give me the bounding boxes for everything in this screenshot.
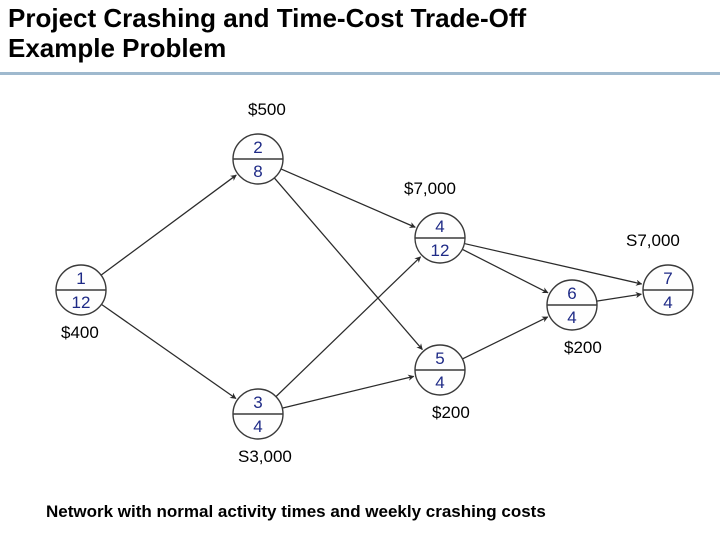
- edge-5-6: [462, 317, 547, 359]
- node-7-cost: S7,000: [626, 231, 680, 250]
- node-5-duration: 4: [435, 373, 444, 392]
- node-4-cost: $7,000: [404, 179, 456, 198]
- node-2-duration: 8: [253, 162, 262, 181]
- node-7-duration: 4: [663, 293, 672, 312]
- node-6-activity: 6: [567, 284, 576, 303]
- node-6-cost: $200: [564, 338, 602, 357]
- node-5-cost: $200: [432, 403, 470, 422]
- node-5-activity: 5: [435, 349, 444, 368]
- node-2-cost: $500: [248, 100, 286, 119]
- node-1-duration: 12: [72, 293, 91, 312]
- node-5: 5 4 $200: [415, 345, 470, 422]
- node-6: 6 4 $200: [547, 280, 602, 357]
- node-2: 2 8 $500: [233, 100, 286, 184]
- edge-2-4: [281, 169, 415, 227]
- node-6-duration: 4: [567, 308, 576, 327]
- node-1: 1 12 $400: [56, 265, 106, 342]
- node-1-activity: 1: [76, 269, 85, 288]
- node-3-duration: 4: [253, 417, 262, 436]
- node-3-activity: 3: [253, 393, 262, 412]
- node-3-cost: S3,000: [238, 447, 292, 466]
- edge-3-5: [282, 376, 413, 408]
- nodes: 1 12 $400 2 8 $500 3 4 S3,000 4 12 $7,000 5 4 $200 6 4 $2…: [56, 100, 693, 466]
- caption: Network with normal activity times and w…: [46, 502, 546, 522]
- node-1-cost: $400: [61, 323, 99, 342]
- node-7: 7 4 S7,000: [626, 231, 693, 315]
- edge-1-3: [101, 304, 235, 398]
- node-7-activity: 7: [663, 269, 672, 288]
- network-diagram: 1 12 $400 2 8 $500 3 4 S3,000 4 12 $7,000 5 4 $200 6 4 $2…: [0, 0, 720, 540]
- node-3: 3 4 S3,000: [233, 389, 292, 466]
- edge-2-5: [274, 178, 422, 350]
- node-4: 4 12 $7,000: [404, 179, 465, 263]
- edge-3-4: [276, 257, 421, 397]
- edge-1-2: [101, 175, 236, 275]
- edge-4-6: [462, 249, 548, 292]
- node-4-activity: 4: [435, 217, 444, 236]
- node-4-duration: 12: [431, 241, 450, 260]
- edge-6-7: [597, 294, 642, 301]
- node-2-activity: 2: [253, 138, 262, 157]
